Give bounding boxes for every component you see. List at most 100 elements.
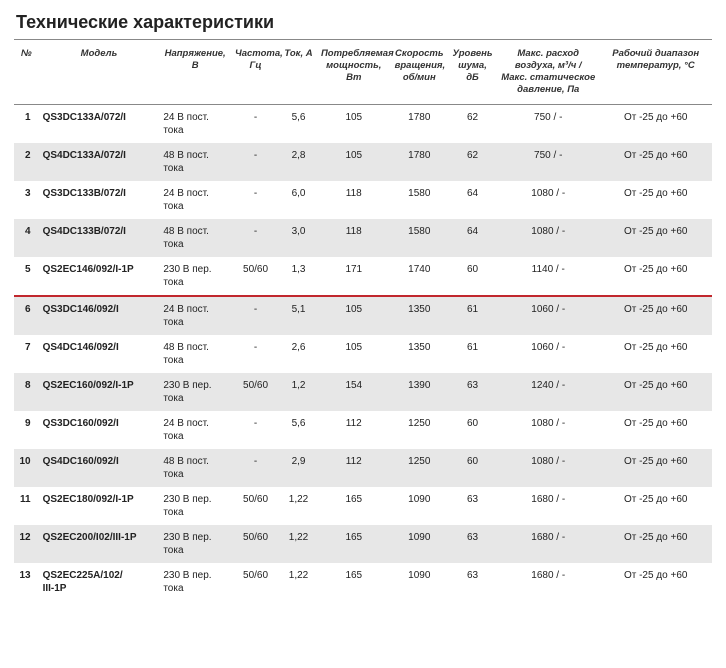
cell: 5 <box>14 257 39 296</box>
cell: 112 <box>317 449 391 487</box>
cell: QS2EC200/I02/III-1P <box>39 525 160 563</box>
cell: 105 <box>317 297 391 335</box>
cell: 2 <box>14 143 39 181</box>
cell: 7 <box>14 335 39 373</box>
cell: - <box>231 219 280 257</box>
cell: 12 <box>14 525 39 563</box>
col-current: Ток, А <box>280 40 317 105</box>
cell: 6 <box>14 297 39 335</box>
cell: От -25 до +60 <box>599 335 712 373</box>
cell: - <box>231 297 280 335</box>
col-n: № <box>14 40 39 105</box>
cell: 118 <box>317 181 391 219</box>
cell: 2,9 <box>280 449 317 487</box>
table-header: № Модель Напряжение, В Частота, Гц Ток, … <box>14 40 712 105</box>
cell: 62 <box>448 104 497 143</box>
cell: 1680 / - <box>497 487 599 525</box>
cell: 1,3 <box>280 257 317 296</box>
cell: 154 <box>317 373 391 411</box>
cell: 63 <box>448 373 497 411</box>
table-row: 13QS2EC225A/102/III-1P230 В пер. тока50/… <box>14 563 712 601</box>
table-row: 8QS2EC160/092/I-1P230 В пер. тока50/601,… <box>14 373 712 411</box>
cell: 750 / - <box>497 104 599 143</box>
cell: От -25 до +60 <box>599 297 712 335</box>
cell: 230 В пер. тока <box>159 563 231 601</box>
table-row: 3QS3DC133B/072/I24 В пост. тока-6,011815… <box>14 181 712 219</box>
cell: - <box>231 335 280 373</box>
cell: - <box>231 143 280 181</box>
cell: - <box>231 104 280 143</box>
table-row: 11QS2EC180/092/I-1P230 В пер. тока50/601… <box>14 487 712 525</box>
cell: 63 <box>448 525 497 563</box>
cell: От -25 до +60 <box>599 257 712 296</box>
cell: 1060 / - <box>497 335 599 373</box>
cell: 1080 / - <box>497 181 599 219</box>
col-voltage: Напряжение, В <box>159 40 231 105</box>
cell: 1090 <box>391 487 448 525</box>
cell: 165 <box>317 525 391 563</box>
cell: QS4DC133B/072/I <box>39 219 160 257</box>
cell: 1080 / - <box>497 411 599 449</box>
cell: 24 В пост. тока <box>159 181 231 219</box>
cell: 63 <box>448 487 497 525</box>
cell: 1580 <box>391 219 448 257</box>
cell: 230 В пер. тока <box>159 487 231 525</box>
cell: От -25 до +60 <box>599 219 712 257</box>
cell: 50/60 <box>231 257 280 296</box>
col-power: Потребляемая мощность, Вт <box>317 40 391 105</box>
cell: QS3DC133B/072/I <box>39 181 160 219</box>
cell: 1080 / - <box>497 219 599 257</box>
cell: 8 <box>14 373 39 411</box>
cell: 3,0 <box>280 219 317 257</box>
cell: 1580 <box>391 181 448 219</box>
spec-page: Технические характеристики № Модель Напр… <box>0 0 726 621</box>
cell: 60 <box>448 449 497 487</box>
cell: 1090 <box>391 525 448 563</box>
cell: - <box>231 411 280 449</box>
cell: От -25 до +60 <box>599 487 712 525</box>
spec-table: № Модель Напряжение, В Частота, Гц Ток, … <box>14 39 712 601</box>
cell: 1780 <box>391 104 448 143</box>
cell: QS2EC146/092/I-1P <box>39 257 160 296</box>
cell: 3 <box>14 181 39 219</box>
cell: 62 <box>448 143 497 181</box>
cell: От -25 до +60 <box>599 525 712 563</box>
table-row: 6QS3DC146/092/I24 В пост. тока-5,1105135… <box>14 297 712 335</box>
cell: 64 <box>448 219 497 257</box>
cell: От -25 до +60 <box>599 143 712 181</box>
cell: 105 <box>317 104 391 143</box>
cell: QS2EC180/092/I-1P <box>39 487 160 525</box>
cell: 112 <box>317 411 391 449</box>
cell: 1740 <box>391 257 448 296</box>
cell: QS3DC133A/072/I <box>39 104 160 143</box>
cell: 230 В пер. тока <box>159 525 231 563</box>
cell: От -25 до +60 <box>599 411 712 449</box>
cell: 60 <box>448 411 497 449</box>
cell: 10 <box>14 449 39 487</box>
cell: 48 В пост. тока <box>159 143 231 181</box>
cell: От -25 до +60 <box>599 449 712 487</box>
cell: 13 <box>14 563 39 601</box>
cell: 48 В пост. тока <box>159 449 231 487</box>
cell: 165 <box>317 563 391 601</box>
cell: 118 <box>317 219 391 257</box>
cell: QS4DC160/092/I <box>39 449 160 487</box>
cell: 1080 / - <box>497 449 599 487</box>
cell: 1250 <box>391 411 448 449</box>
cell: 48 В пост. тока <box>159 219 231 257</box>
cell: 64 <box>448 181 497 219</box>
col-temp: Рабочий диапазон температур, °C <box>599 40 712 105</box>
cell: 48 В пост. тока <box>159 335 231 373</box>
cell: QS2EC160/092/I-1P <box>39 373 160 411</box>
table-row: 1QS3DC133A/072/I24 В пост. тока-5,610517… <box>14 104 712 143</box>
cell: 2,6 <box>280 335 317 373</box>
cell: 61 <box>448 297 497 335</box>
cell: 1090 <box>391 563 448 601</box>
table-row: 12QS2EC200/I02/III-1P230 В пер. тока50/6… <box>14 525 712 563</box>
cell: 1780 <box>391 143 448 181</box>
cell: 230 В пер. тока <box>159 373 231 411</box>
cell: 1680 / - <box>497 563 599 601</box>
cell: 1240 / - <box>497 373 599 411</box>
cell: - <box>231 449 280 487</box>
cell: 5,6 <box>280 411 317 449</box>
